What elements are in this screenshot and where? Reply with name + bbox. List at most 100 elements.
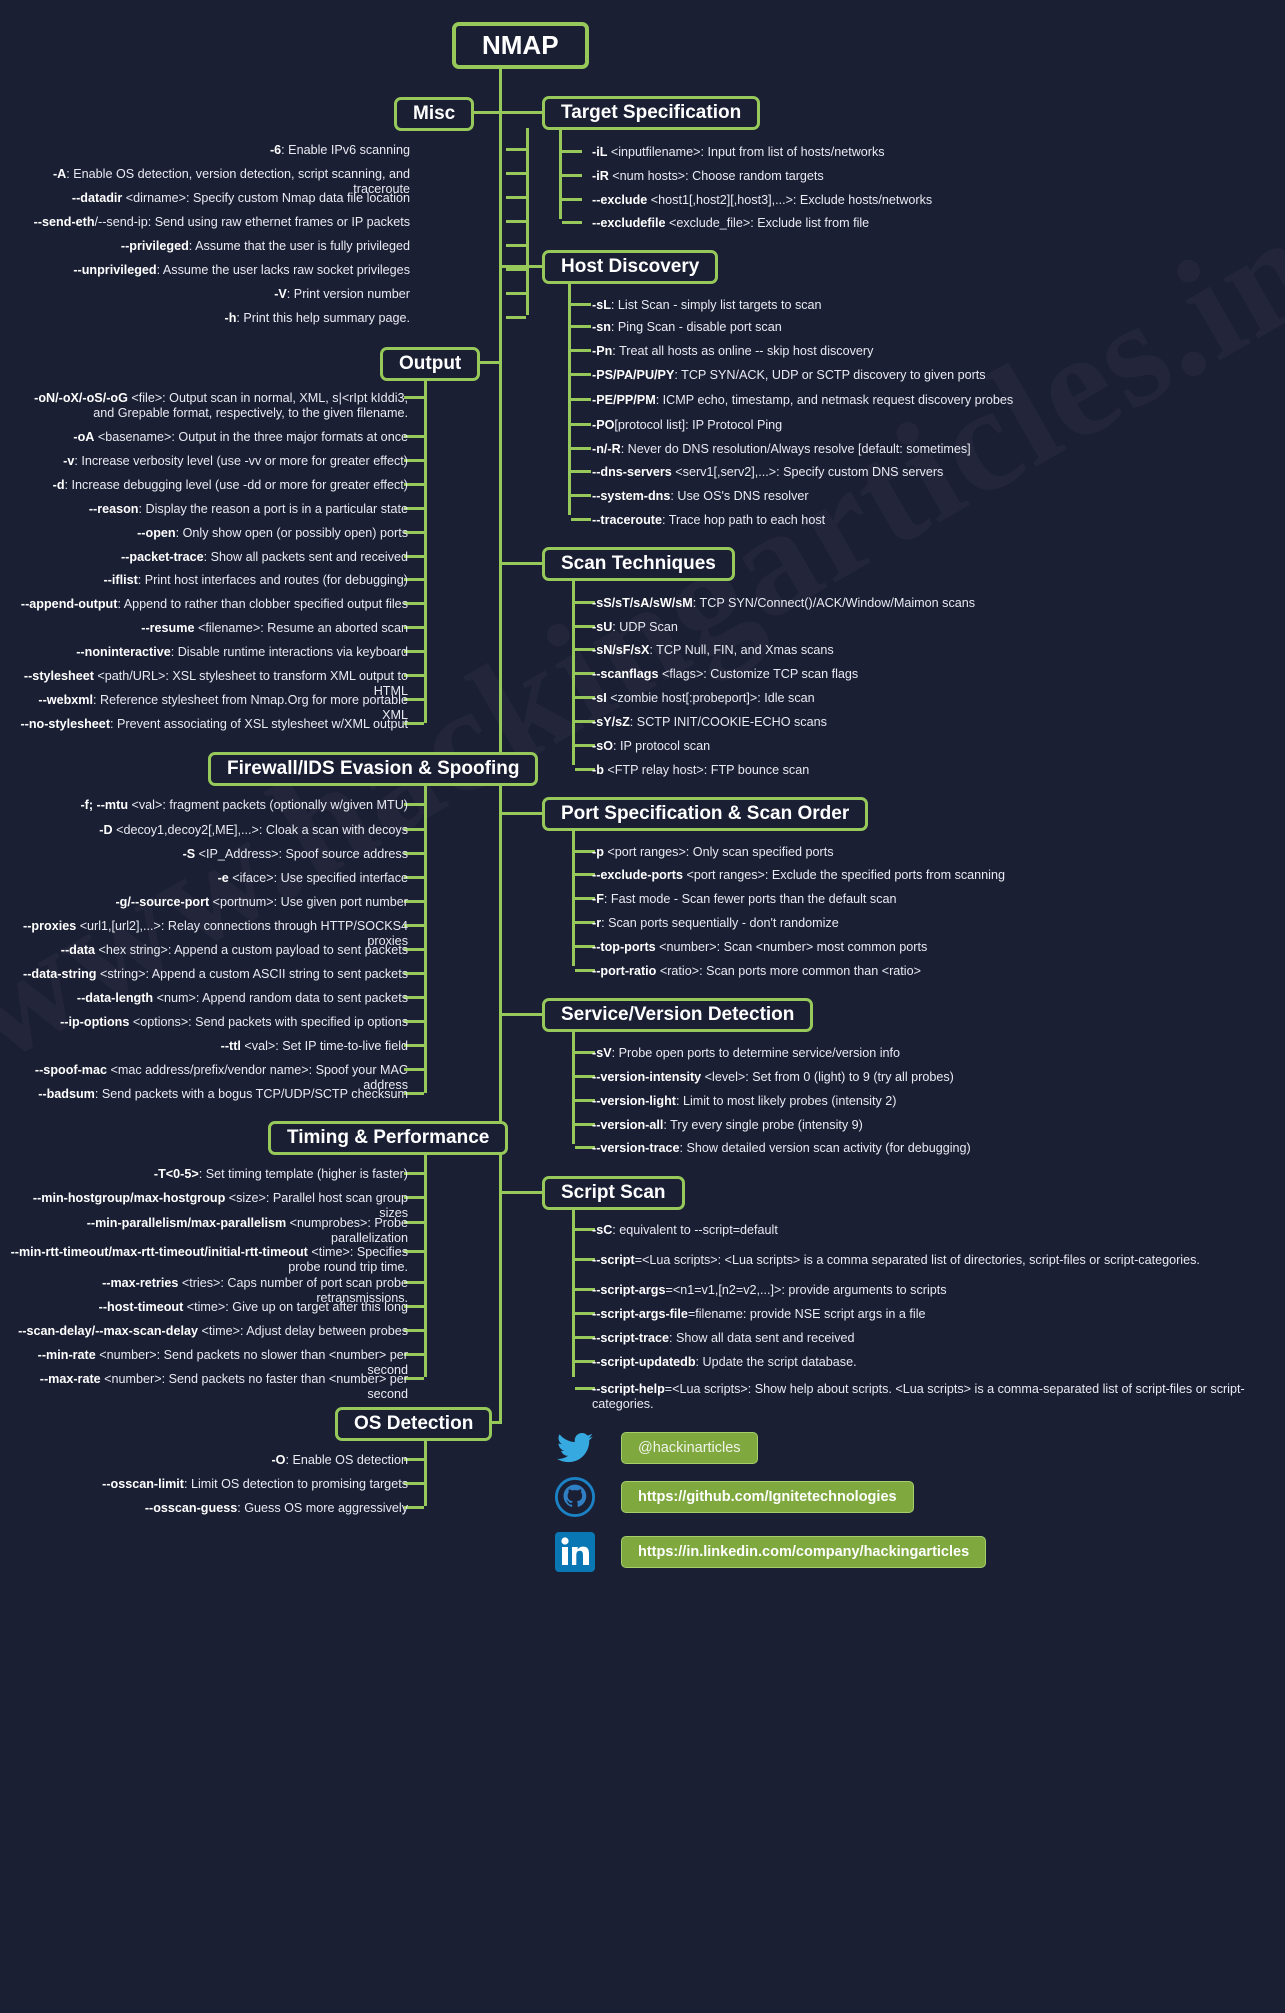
leaf-connector — [506, 316, 526, 319]
social-row-twitter: @hackinarticles — [553, 1426, 758, 1470]
leaf-item: -g/--source-port <portnum>: Use given po… — [10, 895, 408, 910]
leaf-connector — [404, 1281, 424, 1284]
leaf-item: --script-args=<n1=v1,[n2=v2,...]>: provi… — [592, 1283, 1252, 1298]
node-hostdiscovery[interactable]: Host Discovery — [542, 250, 719, 284]
leaf-connector — [571, 494, 591, 497]
leaf-item: --host-timeout <time>: Give up on target… — [10, 1300, 408, 1315]
leaf-connector — [404, 555, 424, 558]
node-misc[interactable]: Misc — [394, 97, 475, 131]
leaf-description: : Append to rather than clobber specifie… — [117, 597, 408, 611]
leaf-item: --no-stylesheet: Prevent associating of … — [10, 717, 408, 732]
leaf-flag: --traceroute — [592, 513, 662, 527]
leaf-connector — [571, 373, 591, 376]
leaf-description: <filename>: Resume an aborted scan — [194, 621, 408, 635]
spine-to-serviceversion — [499, 1013, 542, 1016]
leaf-description: <IP_Address>: Spoof source address — [195, 847, 408, 861]
leaf-item: --exclude-ports <port ranges>: Exclude t… — [592, 868, 1252, 883]
leaf-description: : Increase verbosity level (use -vv or m… — [74, 454, 408, 468]
leaf-item: --version-light: Limit to most likely pr… — [592, 1094, 1252, 1109]
node-osdetection[interactable]: OS Detection — [335, 1407, 493, 1441]
leaf-connector — [575, 850, 595, 853]
leaf-flag: --max-retries — [102, 1276, 179, 1290]
node-firewall[interactable]: Firewall/IDS Evasion & Spoofing — [208, 752, 539, 786]
leaf-connector — [404, 602, 424, 605]
leaf-item: --min-rate <number>: Send packets no slo… — [10, 1348, 408, 1379]
node-timing[interactable]: Timing & Performance — [268, 1121, 509, 1155]
leaf-connector — [506, 196, 526, 199]
leaf-description: <file>: Output scan in normal, XML, s|<r… — [93, 391, 408, 421]
leaf-item: --send-eth/--send-ip: Send using raw eth… — [10, 215, 410, 230]
social-row-linkedin: https://in.linkedin.com/company/hackinga… — [553, 1530, 987, 1574]
leaf-description: : Reference stylesheet from Nmap.Org for… — [93, 693, 408, 723]
leaf-item: --badsum: Send packets with a bogus TCP/… — [10, 1087, 408, 1102]
osdetection-stem — [424, 1438, 427, 1506]
leaf-item: --stylesheet <path/URL>: XSL stylesheet … — [10, 669, 408, 700]
leaf-description: <number>: Send packets no slower than <n… — [95, 1348, 408, 1378]
node-target[interactable]: Target Specification — [542, 96, 761, 130]
leaf-item: --script-updatedb: Update the script dat… — [592, 1355, 1252, 1370]
leaf-connector — [404, 1172, 424, 1175]
leaf-description: : Limit to most likely probes (intensity… — [675, 1094, 897, 1108]
leaf-flag: -sV — [592, 1046, 612, 1060]
leaf-description: <time>: Adjust delay between probes — [197, 1324, 408, 1338]
leaf-description: : Use OS's DNS resolver — [670, 489, 809, 503]
twitter-handle-pill[interactable]: @hackinarticles — [621, 1432, 758, 1464]
leaf-flag: --scan-delay/--max-scan-delay — [18, 1324, 198, 1338]
leaf-item: -sN/sF/sX: TCP Null, FIN, and Xmas scans — [592, 643, 1252, 658]
node-output[interactable]: Output — [380, 347, 481, 381]
leaf-flag: --noninteractive — [76, 645, 171, 659]
leaf-item: --min-hostgroup/max-hostgroup <size>: Pa… — [10, 1191, 408, 1222]
leaf-description: <val>: Set IP time-to-live field — [240, 1039, 408, 1053]
root-branch-connector — [462, 111, 542, 114]
leaf-description: <url1,[url2],...>: Relay connections thr… — [76, 919, 408, 949]
leaf-description: <time>: Specifies probe round trip time. — [288, 1245, 408, 1275]
leaf-connector — [575, 897, 595, 900]
leaf-item: -PS/PA/PU/PY: TCP SYN/ACK, UDP or SCTP d… — [592, 368, 1252, 383]
leaf-description: <flags>: Customize TCP scan flags — [658, 667, 859, 681]
node-nmap[interactable]: NMAP — [452, 22, 589, 69]
leaf-description: : ICMP echo, timestamp, and netmask requ… — [655, 393, 1014, 407]
leaf-flag: --exclude — [592, 193, 648, 207]
leaf-description: : List Scan - simply list targets to sca… — [610, 298, 822, 312]
leaf-connector — [575, 1336, 595, 1339]
node-serviceversion[interactable]: Service/Version Detection — [542, 998, 814, 1032]
node-portspec[interactable]: Port Specification & Scan Order — [542, 797, 869, 831]
spine-to-scantechniques — [499, 562, 542, 565]
node-scantechniques[interactable]: Scan Techniques — [542, 547, 735, 581]
leaf-description: : Try every single probe (intensity 9) — [663, 1118, 863, 1132]
leaf-item: -h: Print this help summary page. — [10, 311, 410, 326]
leaf-description: <options>: Send packets with specified i… — [129, 1015, 408, 1029]
leaf-connector — [404, 948, 424, 951]
leaf-flag: -p — [592, 845, 604, 859]
leaf-description: <level>: Set from 0 (light) to 9 (try al… — [701, 1070, 954, 1084]
leaf-flag: --script-args — [592, 1283, 666, 1297]
github-url-pill[interactable]: https://github.com/Ignitetechnologies — [621, 1481, 914, 1513]
leaf-item: -sU: UDP Scan — [592, 620, 1252, 635]
leaf-connector — [506, 220, 526, 223]
leaf-item: -sL: List Scan - simply list targets to … — [592, 298, 1252, 313]
leaf-description: : Fast mode - Scan fewer ports than the … — [603, 892, 897, 906]
linkedin-url-pill[interactable]: https://in.linkedin.com/company/hackinga… — [621, 1536, 987, 1568]
leaf-flag: -O — [271, 1453, 286, 1467]
leaf-flag: --spoof-mac — [34, 1063, 107, 1077]
leaf-description: : Print version number — [286, 287, 410, 301]
leaf-description: <val>: fragment packets (optionally w/gi… — [128, 798, 409, 812]
leaf-item: -T<0-5>: Set timing template (higher is … — [10, 1167, 408, 1182]
leaf-description: : TCP SYN/ACK, UDP or SCTP discovery to … — [674, 368, 986, 382]
github-icon[interactable] — [553, 1475, 597, 1519]
linkedin-icon[interactable] — [553, 1530, 597, 1574]
leaf-description: <ratio>: Scan ports more common than <ra… — [656, 964, 921, 978]
twitter-icon[interactable] — [553, 1426, 597, 1470]
leaf-item: --exclude <host1[,host2][,host3],...>: E… — [592, 193, 1252, 208]
leaf-item: --packet-trace: Show all packets sent an… — [10, 550, 408, 565]
leaf-connector — [506, 148, 526, 151]
leaf-item: -d: Increase debugging level (use -dd or… — [10, 478, 408, 493]
leaf-flag: -PO — [592, 418, 615, 432]
leaf-description: <num hosts>: Choose random targets — [608, 169, 824, 183]
leaf-description: : Enable IPv6 scanning — [281, 143, 410, 157]
leaf-item: --system-dns: Use OS's DNS resolver — [592, 489, 1252, 504]
node-scriptscan[interactable]: Script Scan — [542, 1176, 685, 1210]
leaf-connector — [575, 1387, 595, 1390]
leaf-connector — [571, 398, 591, 401]
leaf-description: <size>: Parallel host scan group sizes — [225, 1191, 408, 1221]
